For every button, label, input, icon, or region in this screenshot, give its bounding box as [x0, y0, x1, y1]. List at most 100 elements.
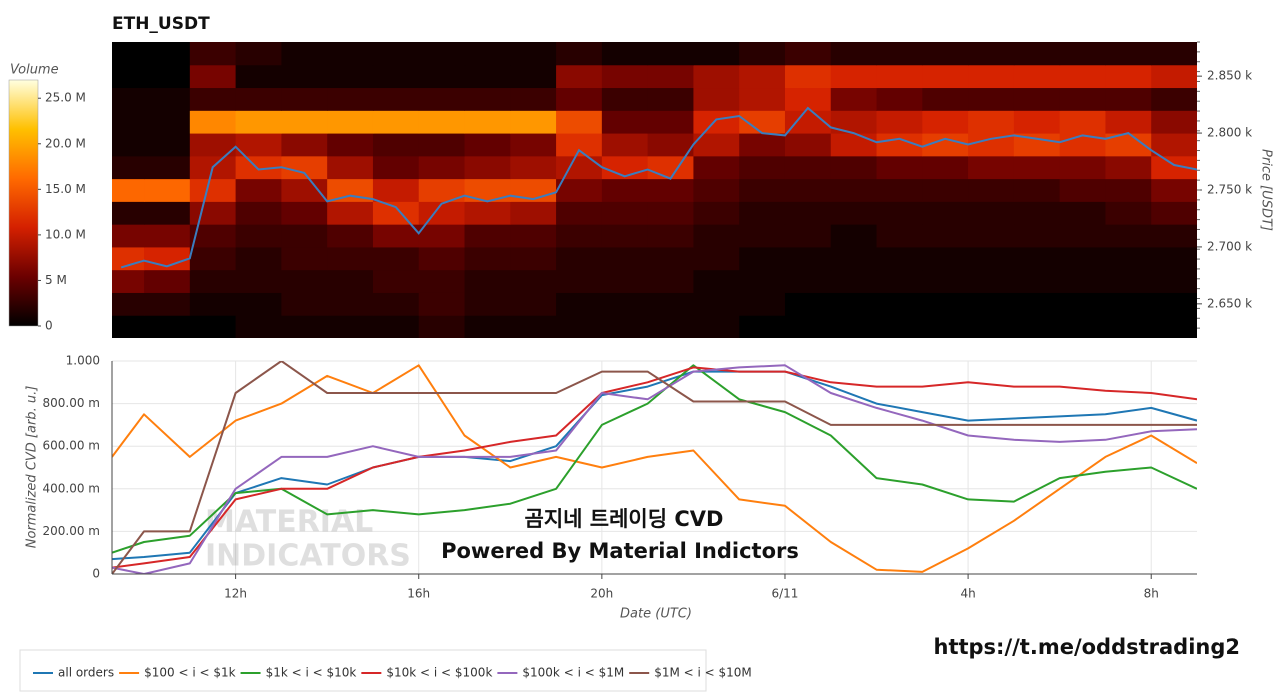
y-tick-label: 2.650 k	[1207, 296, 1252, 310]
y-tick-label: 2.700 k	[1207, 239, 1252, 253]
heatmap-cell	[1105, 133, 1152, 157]
heatmap-cell	[510, 155, 557, 180]
heatmap-cell	[784, 110, 832, 134]
watermark-text: INDICATORS	[205, 539, 411, 574]
heatmap-cell	[556, 201, 603, 225]
heatmap-cell	[1059, 315, 1106, 338]
heatmap-cell	[235, 224, 282, 248]
heatmap-cell	[235, 42, 282, 66]
heatmap-cell	[372, 42, 420, 66]
heatmap-cell	[1151, 87, 1197, 111]
heatmap-cell	[1059, 64, 1106, 89]
heatmap-cell	[601, 87, 649, 111]
heatmap-cell	[281, 224, 328, 248]
heatmap-cell	[235, 110, 282, 134]
heatmap-cell	[968, 87, 1015, 111]
cvd-line	[112, 366, 1197, 569]
heatmap-cell	[189, 292, 237, 316]
heatmap-cell	[1013, 64, 1061, 89]
heatmap-cell	[1151, 246, 1197, 271]
heatmap-cell	[647, 110, 694, 134]
heatmap-cell	[510, 64, 557, 89]
heatmap-cell	[830, 42, 878, 66]
heatmap-cell	[112, 155, 145, 180]
heatmap-cell	[144, 155, 191, 180]
heatmap-cell	[693, 315, 740, 338]
heatmap-cell	[144, 292, 191, 316]
x-tick-label: 4h	[960, 587, 975, 601]
heatmap-cell	[1105, 87, 1152, 111]
heatmap-cell	[693, 155, 740, 180]
heatmap-cell	[1013, 315, 1061, 338]
heatmap-cell	[144, 201, 191, 225]
heatmap-cell	[144, 178, 191, 202]
heatmap-cell	[418, 64, 466, 89]
heatmap-cell	[647, 133, 694, 157]
heatmap-cell	[1105, 201, 1152, 225]
heatmap-cell	[418, 269, 466, 293]
heatmap-cell	[112, 42, 145, 66]
heatmap-cell	[876, 224, 923, 248]
heatmap-cell	[112, 269, 145, 293]
heatmap-cell	[510, 224, 557, 248]
colorbar-tick-label: 25.0 M	[45, 91, 86, 105]
heatmap-cell	[556, 178, 603, 202]
heatmap-cell	[556, 87, 603, 111]
heatmap-cell	[784, 133, 832, 157]
heatmap-cell	[556, 42, 603, 66]
heatmap-cell	[1013, 155, 1061, 180]
heatmap-cell	[968, 246, 1015, 271]
heatmap-cell	[784, 42, 832, 66]
heatmap-cell	[372, 201, 420, 225]
heatmap-cell	[1151, 178, 1197, 202]
heatmap-cell	[1059, 155, 1106, 180]
y-tick-label: 0	[92, 567, 100, 581]
x-tick-label: 16h	[407, 587, 430, 601]
heatmap-cell	[281, 133, 328, 157]
heatmap-cell	[876, 246, 923, 271]
x-axis-title: Date (UTC)	[620, 607, 692, 622]
legend-label: $100 < i < $1k	[144, 666, 236, 680]
heatmap-cell	[189, 64, 237, 89]
heatmap-cell	[556, 224, 603, 248]
heatmap-cell	[647, 315, 694, 338]
heatmap-cell	[922, 87, 969, 111]
heatmap-cell	[235, 315, 282, 338]
heatmap-cell	[418, 292, 466, 316]
heatmap-cell	[144, 42, 191, 66]
heatmap-cell	[510, 315, 557, 338]
x-tick-label: 8h	[1144, 587, 1159, 601]
heatmap-cell	[112, 133, 145, 157]
heatmap-cell	[739, 315, 786, 338]
heatmap-cell	[1059, 178, 1106, 202]
heatmap-cell	[1151, 315, 1197, 338]
heatmap-cell	[601, 201, 649, 225]
heatmap-cell	[327, 246, 374, 271]
heatmap-cell	[1151, 64, 1197, 89]
heatmap-cell	[647, 246, 694, 271]
y-tick-label: 2.850 k	[1207, 69, 1252, 83]
heatmap-cell	[235, 178, 282, 202]
heatmap-cell	[693, 87, 740, 111]
heatmap-cell	[372, 64, 420, 89]
heatmap-cell	[1059, 87, 1106, 111]
heatmap-cell	[922, 64, 969, 89]
heatmap-cell	[464, 315, 511, 338]
heatmap-cell	[1059, 224, 1106, 248]
heatmap-cell	[418, 178, 466, 202]
heatmap-cell	[601, 292, 649, 316]
heatmap-cell	[647, 201, 694, 225]
heatmap-cell	[327, 201, 374, 225]
heatmap-cell	[647, 269, 694, 293]
heatmap-cell	[510, 110, 557, 134]
colorbar-title: Volume	[10, 63, 59, 78]
heatmap-cell	[1151, 133, 1197, 157]
heatmap-cell	[281, 269, 328, 293]
link[interactable]: https://t.me/oddstrading2	[934, 635, 1241, 659]
heatmap-cell	[739, 42, 786, 66]
heatmap-cell	[647, 64, 694, 89]
heatmap-cell	[327, 178, 374, 202]
heatmap-cell	[1013, 110, 1061, 134]
heatmap-cell	[281, 110, 328, 134]
heatmap-cell	[784, 224, 832, 248]
